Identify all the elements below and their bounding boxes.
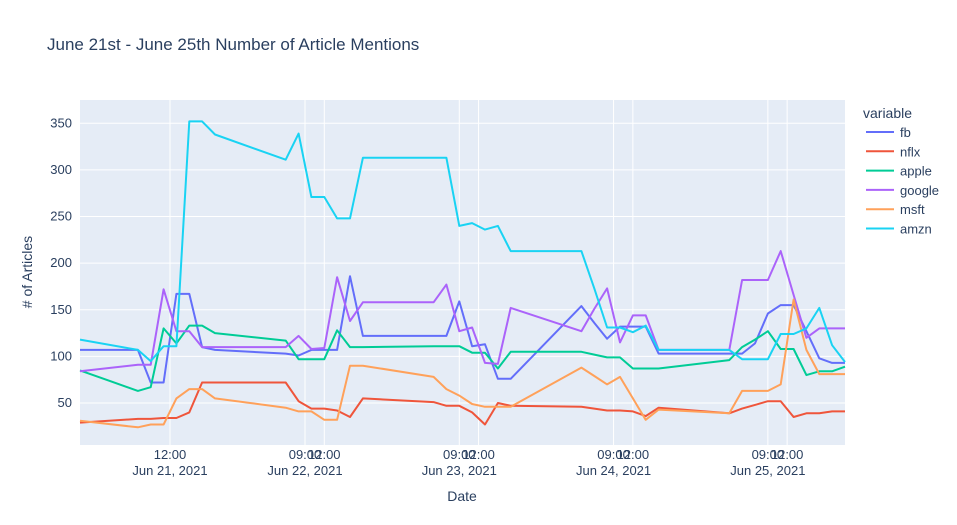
x-tick-date-label: Jun 25, 2021 <box>730 463 805 478</box>
y-tick-label: 50 <box>58 395 72 410</box>
x-tick-label: 09:00 <box>443 447 476 462</box>
x-tick-label: 09:00 <box>752 447 785 462</box>
y-tick-label: 250 <box>50 209 72 224</box>
legend-item-fb: fb <box>900 125 911 140</box>
x-tick-label: 12:00 <box>771 447 804 462</box>
series-lines <box>79 120 846 429</box>
y-tick-label: 150 <box>50 302 72 317</box>
x-tick-label: 09:00 <box>289 447 322 462</box>
y-axis-title: # of Articles <box>19 236 35 308</box>
x-tick-label: 12:00 <box>154 447 187 462</box>
legend-item-nflx: nflx <box>900 144 921 159</box>
plot-background <box>80 100 845 445</box>
series-line-apple <box>79 324 846 392</box>
series-line-amzn <box>79 120 846 363</box>
x-tick-date-label: Jun 24, 2021 <box>576 463 651 478</box>
legend: variable fb nflx apple google msft amzn <box>863 105 939 237</box>
series-line-msft <box>79 298 845 429</box>
y-tick-label: 300 <box>50 162 72 177</box>
legend-title: variable <box>863 105 912 121</box>
grid-lines <box>80 100 845 445</box>
x-axis-title: Date <box>447 488 477 504</box>
chart-title: June 21st - June 25th Number of Article … <box>47 35 419 54</box>
y-tick-label: 350 <box>50 115 72 130</box>
legend-item-apple: apple <box>900 164 932 179</box>
x-tick-date-label: Jun 21, 2021 <box>132 463 207 478</box>
x-tick-date-label: Jun 22, 2021 <box>267 463 342 478</box>
x-tick-label: 12:00 <box>308 447 341 462</box>
x-tick-date-label: Jun 23, 2021 <box>422 463 497 478</box>
x-tick-label: 12:00 <box>617 447 650 462</box>
y-tick-label: 100 <box>50 348 72 363</box>
y-tick-label: 200 <box>50 255 72 270</box>
legend-item-msft: msft <box>900 202 925 217</box>
series-line-google <box>79 250 845 373</box>
x-tick-label: 12:00 <box>462 447 495 462</box>
y-axis-ticks: 50 100 150 200 250 300 350 <box>50 115 72 410</box>
legend-item-google: google <box>900 183 939 198</box>
series-line-nflx <box>79 381 845 426</box>
legend-item-amzn: amzn <box>900 222 932 237</box>
x-tick-label: 09:00 <box>597 447 630 462</box>
